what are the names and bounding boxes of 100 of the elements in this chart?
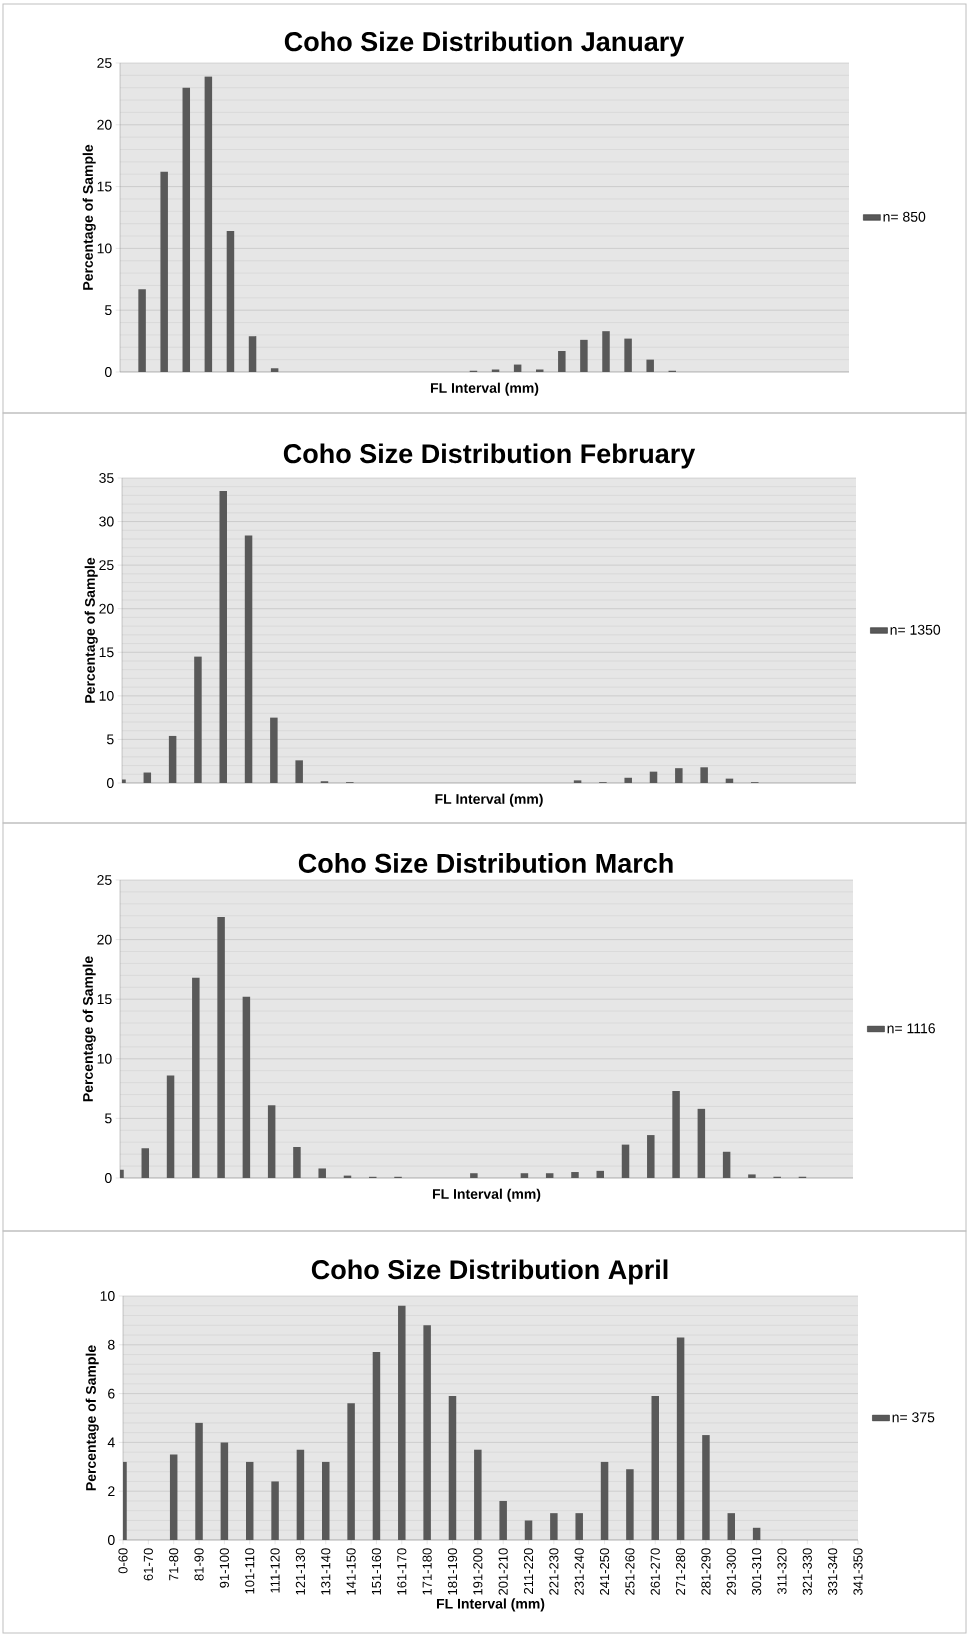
bar	[194, 656, 202, 783]
bar	[270, 368, 279, 372]
bar	[160, 171, 168, 372]
y-tick-label: 2	[108, 1486, 115, 1497]
bar	[470, 1173, 478, 1178]
x-tick-label: 211-220	[523, 1548, 534, 1594]
y-axis-title: Percentage of Sample	[82, 144, 96, 290]
bar	[550, 1513, 558, 1540]
bar	[676, 1337, 685, 1540]
x-tick-label: 181-190	[447, 1548, 458, 1595]
bar	[646, 359, 654, 372]
bar	[748, 1174, 756, 1178]
x-tick-label: 341-350	[853, 1548, 863, 1596]
bar	[626, 1469, 634, 1540]
bar	[270, 717, 278, 783]
x-tick-label: 161-170	[397, 1548, 407, 1595]
bar	[293, 1147, 301, 1178]
x-tick-label: 321-330	[802, 1548, 812, 1596]
x-tick-label: 201-210	[498, 1548, 508, 1595]
bar	[672, 1090, 680, 1178]
bar	[138, 289, 146, 372]
bar	[624, 777, 632, 783]
x-tick-label: 81-90	[194, 1548, 204, 1581]
bar	[649, 771, 658, 783]
bar	[722, 1151, 731, 1178]
bar	[474, 1449, 482, 1540]
y-tick-label: 10	[97, 1053, 112, 1064]
bar	[700, 767, 708, 783]
x-tick-label: 131-140	[321, 1548, 331, 1595]
y-tick-label: 25	[99, 560, 114, 571]
x-axis-title: FL Interval (mm)	[432, 1188, 541, 1202]
bar	[169, 1454, 178, 1540]
chart-title: Coho Size Distribution February	[283, 443, 696, 469]
bar	[571, 1172, 579, 1178]
bar	[727, 1513, 736, 1540]
bar	[398, 1305, 406, 1540]
bar	[545, 1173, 554, 1178]
y-tick-label: 15	[97, 181, 112, 192]
bar	[575, 1513, 583, 1540]
y-tick-label: 10	[97, 243, 112, 254]
bar	[271, 1481, 279, 1540]
x-tick-label: 191-200	[473, 1548, 483, 1595]
x-tick-label: 231-240	[574, 1548, 584, 1595]
x-axis-title: FL Interval (mm)	[436, 1598, 545, 1612]
bar	[195, 1422, 203, 1540]
bar	[524, 1520, 533, 1540]
y-axis-title: Percentage of Sample	[84, 557, 98, 703]
legend-label: n= 375	[892, 1412, 935, 1423]
bar	[697, 1108, 706, 1178]
legend-label: n= 1350	[890, 624, 941, 635]
bar	[596, 1170, 604, 1178]
legend-label: n= 1116	[887, 1023, 935, 1034]
bar	[318, 1168, 326, 1178]
chart-title: Coho Size Distribution April	[311, 1259, 668, 1285]
y-tick-label: 0	[104, 367, 112, 377]
x-tick-label: 291-300	[726, 1548, 736, 1595]
bar	[143, 772, 152, 783]
x-axis-title: FL Interval (mm)	[435, 793, 543, 807]
y-tick-label: 35	[99, 473, 114, 483]
bar	[600, 1461, 609, 1540]
bar	[573, 780, 582, 783]
x-tick-label: 301-310	[752, 1548, 762, 1596]
bar	[675, 768, 683, 783]
bar	[248, 336, 257, 372]
bar	[580, 339, 588, 372]
x-tick-label: 91-100	[219, 1548, 229, 1588]
bar	[226, 231, 235, 372]
y-tick-label: 15	[97, 994, 112, 1005]
x-axis-title: FL Interval (mm)	[430, 382, 539, 396]
bar	[192, 977, 200, 1178]
y-tick-label: 5	[106, 734, 114, 745]
y-tick-label: 10	[100, 1291, 115, 1301]
bar	[141, 1148, 150, 1178]
bar	[217, 916, 225, 1178]
y-tick-label: 8	[108, 1339, 115, 1350]
y-tick-label: 20	[97, 119, 112, 130]
y-axis-title: Percentage of Sample	[82, 956, 96, 1102]
x-tick-label: 281-290	[701, 1548, 711, 1595]
bar	[621, 1144, 630, 1178]
x-tick-label: 241-250	[599, 1548, 610, 1595]
bar	[168, 735, 177, 783]
x-tick-label: 271-280	[675, 1548, 686, 1595]
x-tick-label: 331-340	[828, 1548, 838, 1596]
x-tick-label: 251-260	[625, 1548, 635, 1595]
y-tick-label: 0	[106, 778, 114, 788]
bar	[242, 996, 251, 1178]
x-tick-label: 221-230	[549, 1548, 559, 1595]
x-tick-label: 151-160	[371, 1548, 382, 1595]
y-tick-label: 20	[99, 603, 114, 614]
bar	[204, 76, 213, 372]
x-tick-label: 111-120	[270, 1548, 280, 1593]
x-tick-label: 171-180	[422, 1548, 432, 1595]
x-tick-label: 121-130	[295, 1548, 306, 1595]
legend-label: n= 850	[883, 211, 926, 222]
bar	[219, 491, 227, 783]
y-tick-label: 30	[99, 516, 114, 527]
x-tick-label: 141-150	[346, 1548, 356, 1595]
x-tick-label: 311-320	[777, 1548, 787, 1595]
y-axis-title: Percentage of Sample	[85, 1345, 99, 1491]
x-tick-label: 0-60	[118, 1548, 128, 1574]
